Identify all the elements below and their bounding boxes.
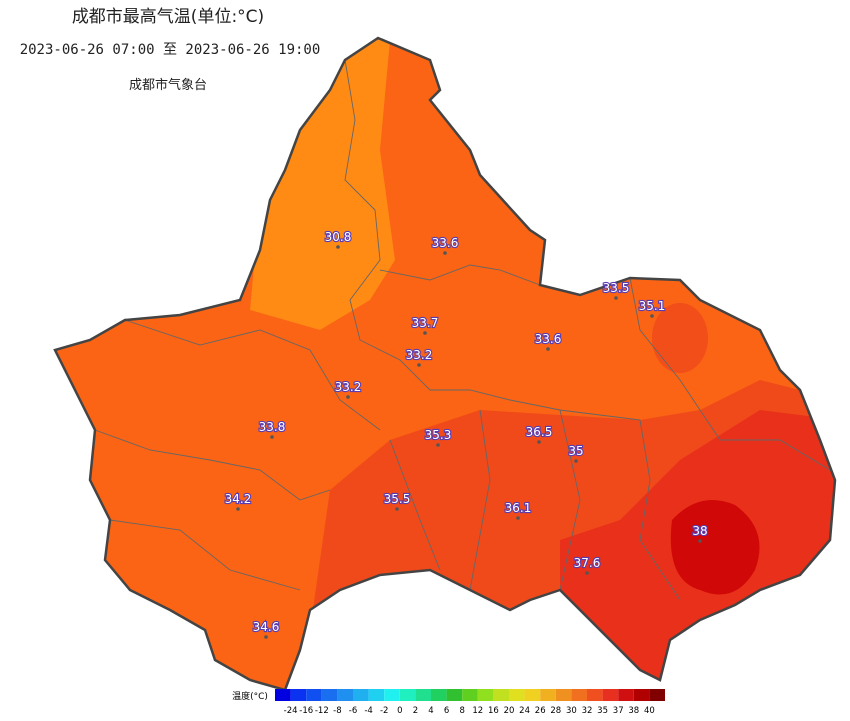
legend-tick: 12 bbox=[472, 706, 483, 716]
station-value: 38 bbox=[692, 524, 707, 538]
legend-swatch bbox=[290, 689, 307, 701]
legend-tick: 38 bbox=[628, 706, 639, 716]
legend-swatch bbox=[337, 689, 353, 701]
legend-tick: -16 bbox=[299, 706, 313, 716]
legend-swatch bbox=[462, 689, 478, 701]
legend-swatch bbox=[275, 689, 291, 701]
legend-tick: 28 bbox=[550, 706, 561, 716]
legend-tick: -24 bbox=[284, 706, 298, 716]
station-value: 33.2 bbox=[406, 348, 433, 362]
legend-swatch bbox=[555, 689, 572, 701]
legend-swatch bbox=[477, 689, 494, 701]
legend-swatch bbox=[649, 689, 665, 701]
station-value: 35.5 bbox=[384, 492, 411, 506]
legend-tick: -8 bbox=[333, 706, 341, 716]
legend-swatch bbox=[602, 689, 619, 701]
station-dot bbox=[336, 245, 340, 249]
station-dot bbox=[614, 296, 618, 300]
legend-tick: 35 bbox=[597, 706, 608, 716]
station-value: 35.3 bbox=[425, 428, 452, 442]
legend-swatch bbox=[415, 689, 431, 701]
legend-swatch bbox=[618, 689, 634, 701]
station-dot bbox=[417, 363, 421, 367]
legend-swatch bbox=[446, 689, 463, 701]
station-value: 30.8 bbox=[325, 230, 352, 244]
station-value: 36.5 bbox=[526, 425, 553, 439]
legend-swatch bbox=[540, 689, 556, 701]
legend-swatch bbox=[431, 689, 447, 701]
legend-tick: 4 bbox=[428, 706, 433, 716]
source: 成都市气象台 bbox=[129, 77, 207, 93]
station-value: 33.5 bbox=[603, 281, 630, 295]
station-dot bbox=[443, 251, 447, 255]
station-dot bbox=[650, 314, 654, 318]
legend-swatch bbox=[587, 689, 603, 701]
period: 2023-06-26 07:00 至 2023-06-26 19:00 bbox=[20, 42, 321, 58]
station-value: 34.6 bbox=[253, 620, 280, 634]
station-dot bbox=[546, 347, 550, 351]
station-dot bbox=[395, 507, 399, 511]
legend-tick: -2 bbox=[380, 706, 388, 716]
legend-swatch bbox=[524, 689, 541, 701]
legend-swatch bbox=[571, 689, 587, 701]
legend-tick: 26 bbox=[535, 706, 546, 716]
station-dot bbox=[264, 635, 268, 639]
station-dot bbox=[698, 539, 702, 543]
legend-tick: 20 bbox=[504, 706, 515, 716]
legend-swatch bbox=[399, 689, 416, 701]
station-dot bbox=[346, 395, 350, 399]
legend-tick: 30 bbox=[566, 706, 577, 716]
station-value: 36.1 bbox=[505, 501, 532, 515]
legend-swatch bbox=[509, 689, 525, 701]
station-value: 33.6 bbox=[432, 236, 459, 250]
station-value: 33.8 bbox=[259, 420, 286, 434]
station-dot bbox=[537, 440, 541, 444]
legend-tick: -6 bbox=[349, 706, 357, 716]
boundary bbox=[53, 36, 837, 692]
legend-tick: -12 bbox=[315, 706, 329, 716]
station-value: 37.6 bbox=[574, 556, 601, 570]
legend-swatch bbox=[368, 689, 385, 701]
station-dot bbox=[270, 435, 274, 439]
legend-tick: 24 bbox=[519, 706, 530, 716]
station-value: 35 bbox=[568, 444, 583, 458]
legend-tick: 2 bbox=[413, 706, 418, 716]
station-value: 34.2 bbox=[225, 492, 252, 506]
station-dot bbox=[236, 507, 240, 511]
legend-tick: 0 bbox=[397, 706, 402, 716]
title: 成都市最高气温(单位:°C) bbox=[72, 7, 264, 27]
station-dot bbox=[423, 331, 427, 335]
station-dot bbox=[585, 571, 589, 575]
station-dot bbox=[516, 516, 520, 520]
legend-swatch bbox=[633, 689, 650, 701]
station-value: 35.1 bbox=[639, 299, 666, 313]
legend-label: 温度(°C) bbox=[232, 690, 268, 702]
legend-swatch bbox=[306, 689, 322, 701]
station-value: 33.7 bbox=[412, 316, 439, 330]
legend-swatch bbox=[353, 689, 369, 701]
legend-swatch bbox=[493, 689, 509, 701]
legend-tick: 6 bbox=[444, 706, 449, 716]
legend-swatch bbox=[321, 689, 338, 701]
legend-tick: 16 bbox=[488, 706, 499, 716]
legend: -24 -16 -12 -8 -6 -4 -2 0 2 4 6 8 12 16 20 24 26 28 30 32 35… bbox=[275, 689, 665, 716]
legend-tick: 40 bbox=[644, 706, 655, 716]
legend-tick: -4 bbox=[364, 706, 372, 716]
legend-tick: 37 bbox=[613, 706, 624, 716]
station-value: 33.2 bbox=[335, 380, 362, 394]
legend-tick: 32 bbox=[582, 706, 593, 716]
station-value: 33.6 bbox=[535, 332, 562, 346]
station-dot bbox=[574, 459, 578, 463]
legend-swatch bbox=[384, 689, 400, 701]
stations: 30.8 33.6 33.5 35.1 33.7 33.6 33.2 33.2 33.8 35.3… bbox=[224, 229, 709, 639]
station-dot bbox=[436, 443, 440, 447]
legend-tick: 8 bbox=[459, 706, 464, 716]
